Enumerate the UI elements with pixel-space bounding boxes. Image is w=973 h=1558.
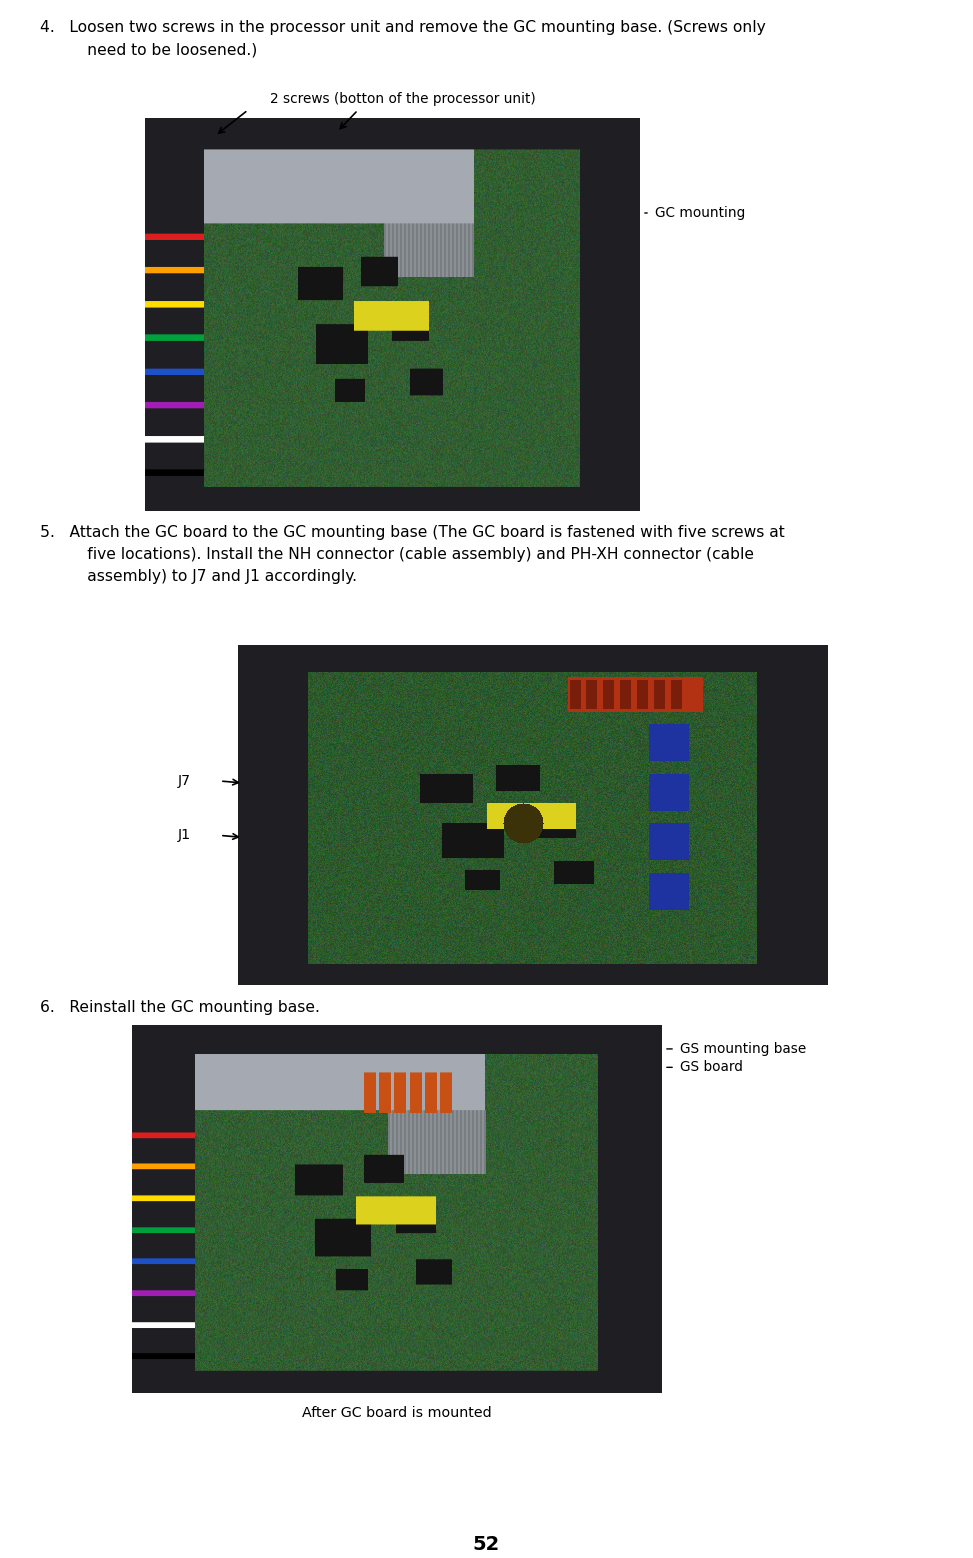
Text: 2 screws (botton of the processor unit): 2 screws (botton of the processor unit) xyxy=(270,92,536,106)
Text: 52: 52 xyxy=(473,1535,500,1553)
Text: GC mounting: GC mounting xyxy=(655,206,745,220)
Text: need to be loosened.): need to be loosened.) xyxy=(58,42,257,58)
Text: 6.   Reinstall the GC mounting base.: 6. Reinstall the GC mounting base. xyxy=(40,1000,320,1014)
Text: J7: J7 xyxy=(178,774,191,788)
Text: five locations). Install the NH connector (cable assembly) and PH-XH connector (: five locations). Install the NH connecto… xyxy=(58,547,754,562)
Text: GS mounting base: GS mounting base xyxy=(680,1042,807,1056)
Text: J1: J1 xyxy=(178,829,192,843)
Text: 4.   Loosen two screws in the processor unit and remove the GC mounting base. (S: 4. Loosen two screws in the processor un… xyxy=(40,20,766,34)
Text: GS board: GS board xyxy=(680,1061,742,1075)
Text: assembly) to J7 and J1 accordingly.: assembly) to J7 and J1 accordingly. xyxy=(58,569,357,584)
Text: 5.   Attach the GC board to the GC mounting base (The GC board is fastened with : 5. Attach the GC board to the GC mountin… xyxy=(40,525,785,541)
Text: After GC board is mounted: After GC board is mounted xyxy=(303,1405,491,1419)
